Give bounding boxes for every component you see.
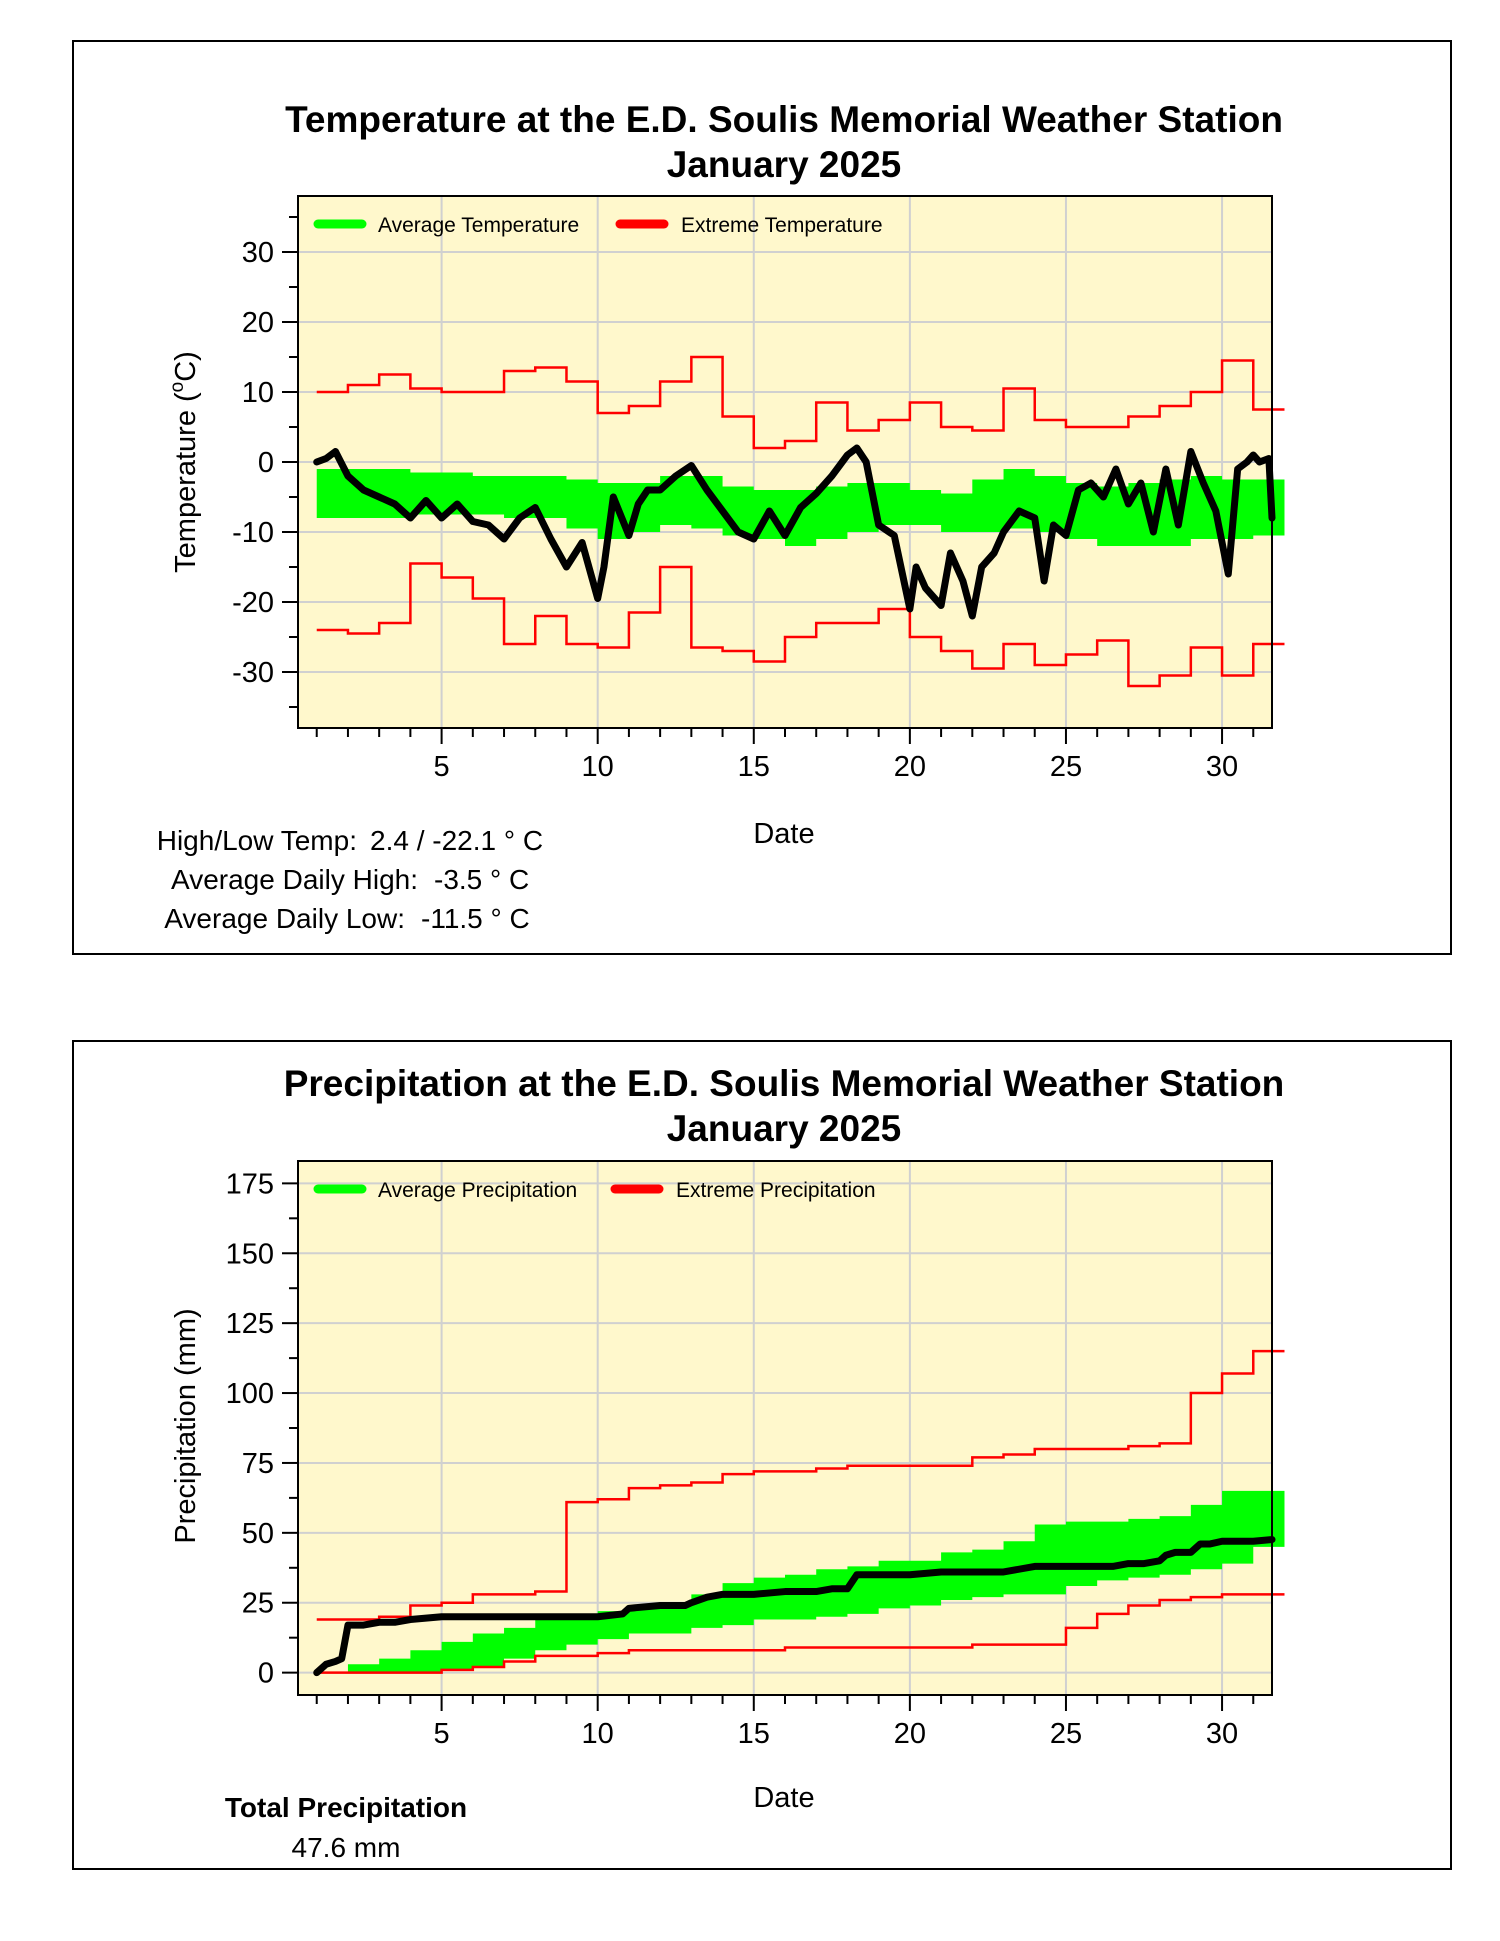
temperature-grid [298, 196, 1272, 728]
temperature-y-axis: 30 20 10 0 -10 -20 -30 [232, 216, 298, 708]
precipitation-x-tick-label: 30 [1206, 1718, 1238, 1750]
temperature-observed-line [313, 444, 1276, 620]
precipitation-subtitle: January 2025 [667, 1108, 902, 1149]
precipitation-y-tick-label: 50 [242, 1518, 274, 1550]
legend-label-average-temperature: Average Temperature [378, 214, 579, 237]
temperature-y-label-prefix: Temperature ( [170, 392, 202, 573]
precipitation-x-axis-label: Date [753, 1782, 814, 1814]
temperature-x-axis-label: Date [753, 818, 814, 850]
precipitation-legend: Average Precipitation Extreme Precipitat… [313, 1179, 876, 1202]
temperature-y-tick-label: 0 [258, 447, 274, 479]
average-daily-high-value: -3.5 ° C [434, 864, 529, 895]
temperature-panel: Temperature at the E.D. Soulis Memorial … [72, 40, 1452, 955]
total-precipitation-label: Total Precipitation [225, 1792, 467, 1823]
temperature-x-tick-label: 15 [738, 751, 770, 783]
temperature-extreme-min-line [316, 562, 1285, 688]
precipitation-y-tick-label: 150 [226, 1238, 274, 1270]
temperature-y-label-suffix: C) [170, 351, 202, 382]
legend-label-average-precipitation: Average Precipitation [378, 1179, 577, 1202]
temperature-subtitle: January 2025 [667, 144, 902, 185]
precipitation-x-tick-label: 25 [1050, 1718, 1082, 1750]
precipitation-x-tick-label: 20 [894, 1718, 926, 1750]
precipitation-panel: Precipitation at the E.D. Soulis Memoria… [72, 1040, 1452, 1870]
temperature-x-tick-label: 20 [894, 751, 926, 783]
temperature-extreme-lines [316, 355, 1285, 688]
precipitation-y-tick-label: 0 [258, 1658, 274, 1690]
high-low-temp-label: High/Low Temp: [157, 825, 357, 856]
average-daily-high-label: Average Daily High: [171, 864, 418, 895]
temperature-y-tick-label: -10 [232, 517, 274, 549]
temperature-x-tick-label: 10 [582, 751, 614, 783]
precipitation-x-tick-label: 5 [434, 1718, 450, 1750]
precipitation-y-axis-label: Precipitation (mm) [170, 1308, 202, 1543]
temperature-x-tick-label: 30 [1206, 751, 1238, 783]
temperature-legend: Average Temperature Extreme Temperature [313, 214, 883, 237]
temperature-x-tick-label: 5 [434, 751, 450, 783]
temperature-y-tick-label: 10 [242, 377, 274, 409]
temperature-extreme-max-line [316, 355, 1285, 450]
average-daily-low-value: -11.5 ° C [421, 903, 530, 934]
precipitation-title: Precipitation at the E.D. Soulis Memoria… [284, 1063, 1285, 1104]
temperature-y-label-degree: o [167, 382, 188, 393]
precipitation-x-tick-label: 10 [582, 1718, 614, 1750]
precipitation-average-band-area [316, 1490, 1285, 1673]
total-precipitation-value: 47.6 mm [292, 1832, 401, 1863]
temperature-stats: High/Low Temp: 2.4 / -22.1 ° C Average D… [157, 825, 543, 934]
temperature-title: Temperature at the E.D. Soulis Memorial … [285, 99, 1283, 140]
precipitation-stats: Total Precipitation 47.6 mm [225, 1792, 467, 1863]
precipitation-observed-line-path [313, 1536, 1276, 1677]
temperature-y-axis-label: Temperature (oC) [167, 351, 202, 573]
high-low-temp-value: 2.4 / -22.1 ° C [370, 825, 543, 856]
temperature-x-axis: 5 10 15 20 25 30 [315, 728, 1255, 783]
precipitation-y-tick-label: 175 [226, 1168, 274, 1200]
temperature-x-tick-label: 25 [1050, 751, 1082, 783]
legend-label-extreme-precipitation: Extreme Precipitation [676, 1179, 876, 1202]
precipitation-observed-line [313, 1536, 1276, 1677]
temperature-y-tick-label: 30 [242, 237, 274, 269]
precipitation-y-tick-label: 75 [242, 1448, 274, 1480]
precipitation-x-tick-label: 15 [738, 1718, 770, 1750]
legend-label-extreme-temperature: Extreme Temperature [681, 214, 883, 237]
precipitation-y-axis: 175 150 125 100 75 50 25 0 [226, 1168, 298, 1690]
precipitation-extreme-lines [316, 1349, 1285, 1674]
precipitation-average-band [316, 1490, 1285, 1673]
precipitation-x-axis: 5 10 15 20 25 30 [315, 1695, 1255, 1750]
precipitation-y-tick-label: 25 [242, 1588, 274, 1620]
precipitation-extreme-max-line [316, 1349, 1285, 1621]
temperature-y-tick-label: -30 [232, 657, 274, 689]
precipitation-extreme-min-line [316, 1593, 1285, 1674]
average-daily-low-label: Average Daily Low: [164, 903, 405, 934]
temperature-y-tick-label: -20 [232, 587, 274, 619]
temperature-observed-line-path [313, 444, 1276, 620]
temperature-y-tick-label: 20 [242, 307, 274, 339]
precipitation-y-tick-label: 125 [226, 1308, 274, 1340]
precipitation-y-tick-label: 100 [226, 1378, 274, 1410]
